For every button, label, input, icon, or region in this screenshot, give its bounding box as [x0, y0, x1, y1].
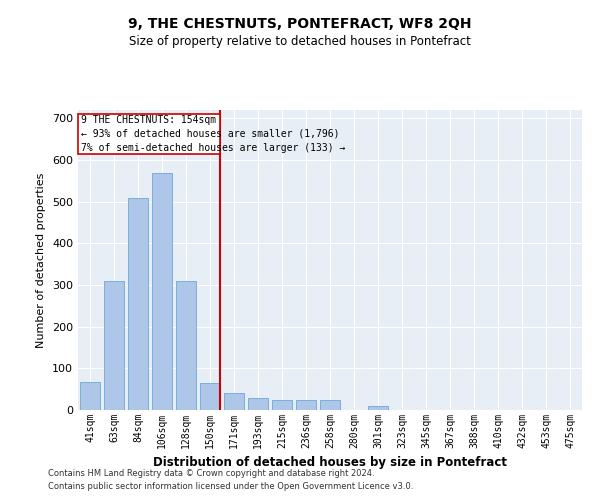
Y-axis label: Number of detached properties: Number of detached properties [37, 172, 46, 348]
Bar [128, 198, 148, 410]
Text: Contains public sector information licensed under the Open Government Licence v3: Contains public sector information licen… [48, 482, 413, 491]
Bar [320, 400, 340, 410]
Bar [152, 172, 172, 410]
Text: Contains HM Land Registry data © Crown copyright and database right 2024.: Contains HM Land Registry data © Crown c… [48, 468, 374, 477]
Bar [296, 400, 316, 410]
X-axis label: Distribution of detached houses by size in Pontefract: Distribution of detached houses by size … [153, 456, 507, 469]
Bar [224, 394, 244, 410]
Bar [176, 281, 196, 410]
Text: 9, THE CHESTNUTS, PONTEFRACT, WF8 2QH: 9, THE CHESTNUTS, PONTEFRACT, WF8 2QH [128, 18, 472, 32]
Bar [80, 382, 100, 410]
Bar [200, 383, 220, 410]
Bar [368, 406, 388, 410]
Bar [248, 398, 268, 410]
Text: Size of property relative to detached houses in Pontefract: Size of property relative to detached ho… [129, 35, 471, 48]
Text: 9 THE CHESTNUTS: 154sqm
← 93% of detached houses are smaller (1,796)
7% of semi-: 9 THE CHESTNUTS: 154sqm ← 93% of detache… [80, 115, 345, 153]
Bar [272, 400, 292, 410]
Bar [104, 281, 124, 410]
FancyBboxPatch shape [78, 114, 220, 154]
